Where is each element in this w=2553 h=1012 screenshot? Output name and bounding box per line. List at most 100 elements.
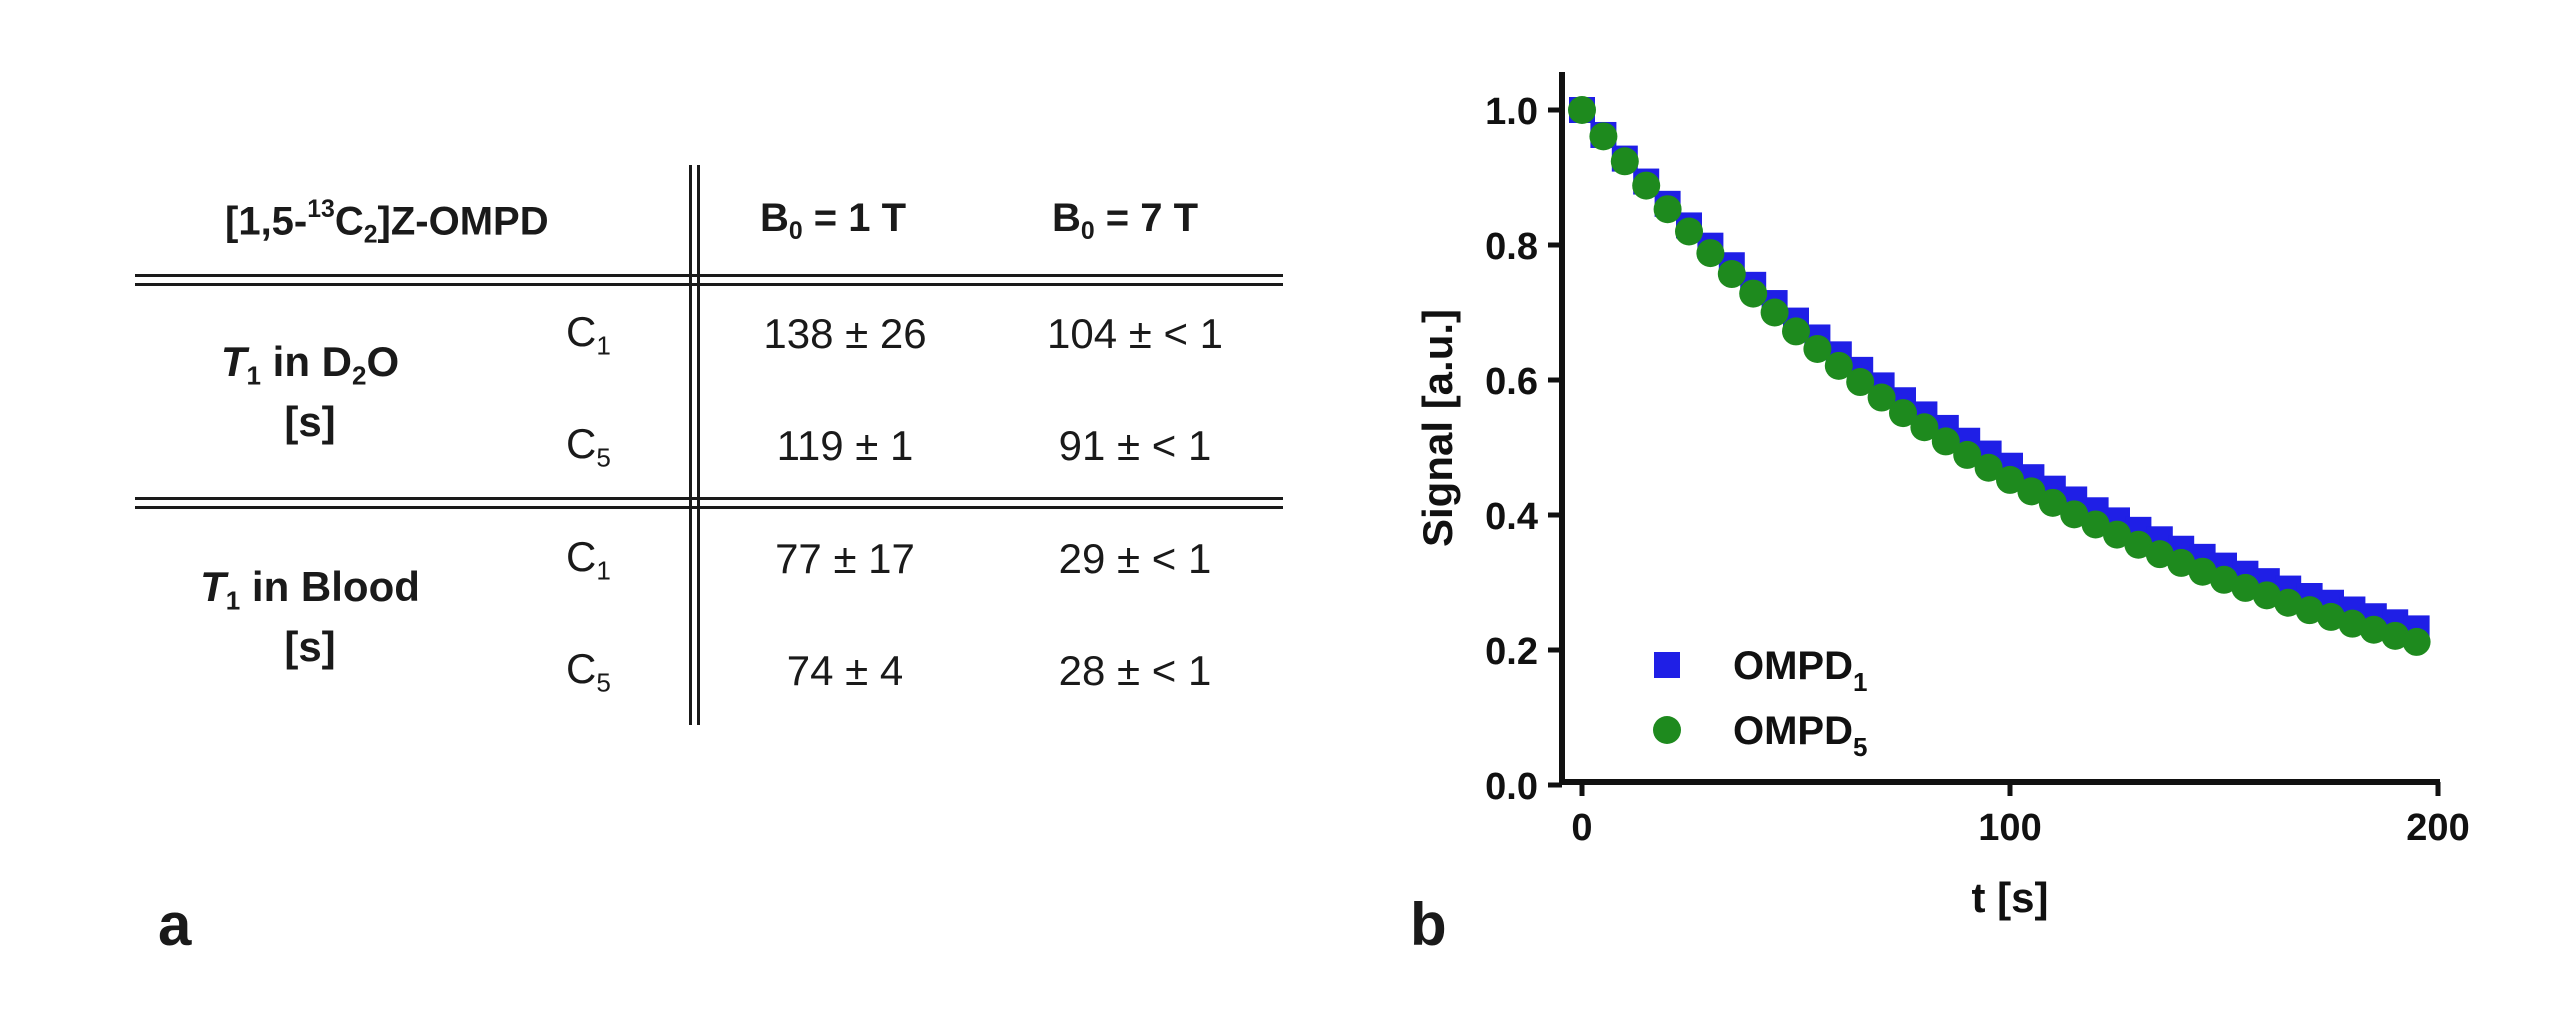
value-cell: 74 ± 4	[786, 647, 904, 694]
value-cell: 91 ± < 1	[1058, 422, 1212, 469]
ompd5-point	[2188, 557, 2217, 586]
ompd1-point	[1932, 414, 1959, 441]
column-rule-right	[697, 165, 700, 725]
ompd1-point	[2168, 535, 2195, 562]
ompd1-point	[1890, 387, 1916, 414]
ompd5-point	[1717, 260, 1746, 289]
y-tick-label: 0.0	[1485, 766, 1538, 808]
ompd1-point	[1676, 212, 1702, 239]
ompd1-point	[2018, 464, 2045, 491]
value-cell: 119 ± 1	[776, 422, 914, 469]
nucleus-label: C5	[566, 420, 611, 473]
value-cell: 104 ± < 1	[1046, 310, 1224, 357]
y-axis-label: Signal [a.u.]	[1414, 309, 1461, 547]
ompd1-point	[1911, 401, 1938, 428]
ompd1-point	[2318, 589, 2344, 616]
nucleus-label: C5	[566, 645, 611, 698]
ompd1-point	[1569, 97, 1595, 123]
group-label-blood: T1 in Blood	[200, 563, 420, 616]
legend-label: OMPD5	[1733, 709, 1867, 762]
ompd5-point	[1910, 413, 1939, 442]
ompd5-point	[2317, 602, 2345, 631]
ompd1-point	[2275, 575, 2302, 602]
x-tick-label: 0	[1571, 807, 1592, 849]
legend-circle-marker	[1653, 716, 1681, 744]
ompd5-point	[1610, 147, 1639, 176]
ompd1-point	[2061, 486, 2088, 513]
ompd1-point	[2360, 603, 2387, 630]
panel-label-b: b	[1410, 891, 1447, 958]
ompd5-point	[1953, 440, 1982, 469]
ompd5-point	[2359, 615, 2388, 644]
ompd5-point	[2210, 565, 2238, 594]
value-cell: 77 ± 17	[775, 535, 915, 582]
y-tick-label: 0.6	[1485, 361, 1538, 403]
ompd1-point	[1654, 190, 1681, 217]
ompd1-point	[1804, 324, 1831, 351]
ompd1-point	[2125, 516, 2152, 543]
chart-axes: 0.0 0.2 0.4 0.6 0.8 1.0 0 100 200 t [s] Signal [a.…	[1414, 72, 2470, 921]
ompd5-point	[2145, 540, 2174, 569]
nucleus-label: C1	[566, 308, 611, 361]
ompd5-point	[1760, 298, 1789, 327]
ompd5-point	[1867, 383, 1896, 412]
ompd5-point	[1568, 96, 1596, 124]
y-tick-label: 1.0	[1485, 91, 1538, 133]
y-tick-label: 0.8	[1485, 226, 1538, 268]
ompd1-point	[1783, 307, 1809, 334]
ompd5-point	[2017, 477, 2046, 506]
ompd5-point	[2252, 581, 2281, 610]
ompd5-point	[2402, 627, 2431, 656]
ompd1-point	[2403, 615, 2430, 642]
y-tick-label: 0.4	[1485, 496, 1538, 538]
ompd1-point	[1954, 427, 1981, 454]
group-unit-d2o: [s]	[284, 398, 336, 445]
ompd1-point	[1997, 452, 2023, 479]
ompd1-point	[1697, 232, 1724, 259]
ompd1-point	[2082, 497, 2109, 524]
ompd5-point	[1974, 453, 2003, 482]
ompd1-point	[1975, 440, 2002, 467]
y-tick-label: 0.2	[1485, 631, 1538, 673]
ompd1-point	[1868, 372, 1895, 399]
column-rule-left	[689, 165, 692, 725]
ompd5-point	[2081, 510, 2110, 539]
panel-label-a: a	[158, 891, 192, 958]
ompd1-point	[2146, 526, 2173, 553]
ompd5-point	[2167, 548, 2196, 577]
ompd1-point	[2253, 568, 2280, 595]
ompd5-point	[1589, 122, 1618, 151]
ompd5-point	[2274, 588, 2303, 617]
value-cell: 28 ± < 1	[1058, 647, 1212, 694]
ompd1-point	[2189, 543, 2216, 570]
ompd5-point	[2060, 500, 2089, 529]
ompd1-point	[2232, 560, 2259, 587]
column-header-7t: B0 = 7 T	[1052, 196, 1199, 245]
ompd5-point	[2038, 488, 2067, 517]
ompd1-point	[1847, 356, 1874, 383]
group-rule-top	[135, 497, 1283, 500]
ompd5-point	[1824, 351, 1853, 380]
ompd1-point	[1761, 290, 1788, 317]
legend-square-marker	[1654, 652, 1680, 678]
value-cell: 138 ± 26	[763, 310, 927, 357]
ompd5-point	[1675, 217, 1703, 246]
nucleus-label: C1	[566, 533, 611, 586]
ompd5-point	[1846, 368, 1875, 397]
x-axis-label: t [s]	[1972, 874, 2049, 921]
group-unit-blood: [s]	[284, 623, 336, 670]
ompd1-point	[2039, 475, 2066, 502]
ompd1-point	[2339, 596, 2366, 623]
ompd5-point	[2338, 609, 2367, 638]
ompd1-point	[1740, 271, 1767, 298]
ompd5-point	[2103, 520, 2131, 549]
ompd5-point	[1632, 171, 1661, 200]
ompd5-point	[1696, 239, 1725, 268]
ompd5-point	[1889, 399, 1917, 428]
ompd1-point	[2211, 552, 2237, 579]
ompd5-point	[1803, 334, 1832, 363]
ompd1-point	[2104, 507, 2130, 534]
ompd5-point	[1782, 317, 1810, 346]
ompd1-point	[2382, 609, 2409, 636]
ompd5-point	[1996, 465, 2024, 494]
